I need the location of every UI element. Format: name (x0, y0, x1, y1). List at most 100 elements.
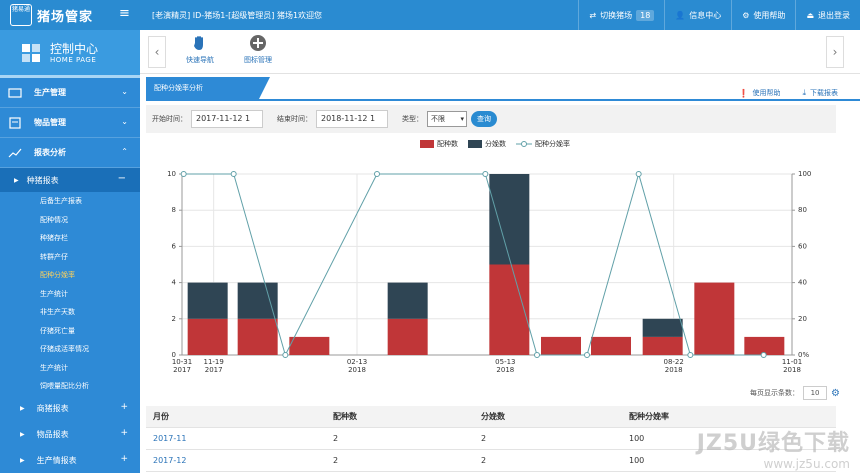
sidebar-sub-label: 生产情报表 (36, 456, 77, 465)
report-icon (8, 148, 22, 157)
watermark: JZ5U绿色下载 www.jz5u.com (697, 425, 850, 471)
sidebar-sub-label: 种猪报表 (26, 175, 59, 185)
caret-right-icon: ▶ (14, 176, 19, 184)
bar-breed (237, 318, 278, 355)
farm-count-badge: 18 (636, 9, 655, 21)
bar-breed (591, 336, 631, 355)
x-tick-label: 02-13 (347, 358, 367, 366)
column-header-rate[interactable]: 配种分娩率 (629, 412, 669, 421)
watermark-title: JZ5U绿色下载 (696, 431, 850, 456)
y-right-tick-label: 80 (798, 206, 807, 214)
gear-icon[interactable]: ⚙ (831, 387, 840, 399)
y-left-tick-label: 0 (172, 351, 176, 359)
x-tick-label: 05-13 (495, 358, 515, 366)
bar-breed (387, 318, 428, 355)
sidebar-item-label: 物品管理 (34, 118, 66, 127)
scroll-right-button[interactable]: › (826, 36, 844, 68)
sidebar-leaf-active[interactable]: 配种分娩率 (40, 271, 75, 279)
logout-button[interactable]: ⏏ 退出登录 (795, 0, 860, 30)
rate-line (183, 172, 764, 357)
column-header-breed[interactable]: 配种数 (333, 412, 357, 421)
page-size-select[interactable]: 10 (803, 386, 828, 400)
logout-label: 退出登录 (818, 10, 850, 20)
rate-point (687, 352, 694, 358)
sidebar-leaf[interactable]: 种猪存栏 (40, 234, 68, 242)
type-select[interactable]: 不限 (427, 111, 467, 127)
legend-breed[interactable]: 配种数 (420, 139, 458, 149)
table-cell: 100 (629, 456, 645, 465)
help-button[interactable]: ⚙ 使用帮助 (731, 0, 795, 30)
sidebar-leaf[interactable]: 转群产仔 (40, 252, 68, 261)
table-cell-month-link[interactable]: 2017-12 (153, 456, 187, 465)
info-center-label: 信息中心 (689, 10, 722, 20)
sidebar-sub-production-reports[interactable]: ▶ 生产情报表 + (0, 448, 140, 474)
help-icon: ⚙ (742, 10, 750, 20)
sidebar-leaf[interactable]: 后备生产报表 (40, 197, 82, 205)
icon-manage-button[interactable]: 图标管理 (234, 34, 282, 65)
table-cell: 2 (481, 434, 487, 443)
column-header-month[interactable]: 月份 (153, 412, 169, 421)
sidebar-sub-label: 商猪报表 (36, 404, 69, 413)
sidebar-leaf[interactable]: 生产统计 (40, 289, 68, 298)
legend-rate[interactable]: 配种分娩率 (516, 139, 570, 149)
menu-toggle-icon[interactable]: ≡ (119, 6, 130, 21)
top-nav: ⇄ 切换猪场 18 👤 信息中心 ⚙ 使用帮助 ⏏ 退出登录 (578, 0, 860, 30)
download-link[interactable]: ⤓ 下载报表 (802, 88, 838, 98)
sidebar-leaf[interactable]: 配种情况 (40, 215, 68, 224)
rate-point (374, 171, 380, 177)
start-date-input[interactable]: 2017-11-12 1 (191, 110, 263, 128)
chevron-up-icon: ⌃ (121, 147, 128, 156)
rate-point (282, 352, 289, 358)
goods-icon (9, 116, 21, 129)
legend-swatch (468, 140, 482, 148)
sidebar-leaf[interactable]: 生产统计 (40, 363, 68, 372)
expand-icon: + (120, 427, 128, 438)
table-cell: 2 (333, 434, 339, 443)
sidebar-sub-commercial-reports[interactable]: ▶ 商猪报表 + (0, 396, 140, 422)
tab-breeding-farrowing-rate[interactable]: 配种分娩率分析 (146, 77, 258, 101)
watermark-url: www.jz5u.com (763, 457, 850, 471)
search-button[interactable]: 查询 (471, 111, 497, 127)
info-center-button[interactable]: 👤 信息中心 (664, 0, 731, 30)
legend-farrow[interactable]: 分娩数 (468, 139, 506, 149)
sidebar-item-production[interactable]: 生产管理 ⌄ (0, 78, 140, 108)
y-right-tick-label: 20 (798, 315, 807, 323)
end-date-input[interactable]: 2018-11-12 1 (316, 110, 388, 128)
x-tick-label: 11-01 (782, 358, 802, 366)
bar-breed (642, 336, 683, 355)
quick-nav-button[interactable]: 快速导航 (176, 34, 224, 65)
bar-breed (187, 318, 228, 355)
switch-farm-button[interactable]: ⇄ 切换猪场 18 (578, 0, 664, 30)
y-left-tick-label: 4 (172, 279, 177, 287)
column-header-farrow[interactable]: 分娩数 (481, 412, 505, 421)
x-tick-label: 2018 (496, 366, 514, 374)
sidebar-sub-goods-reports[interactable]: ▶ 物品报表 + (0, 422, 140, 448)
expand-icon: + (120, 401, 128, 412)
sidebar-item-reports[interactable]: 报表分析 ⌃ (0, 138, 140, 168)
scroll-left-button[interactable]: ‹ (148, 36, 166, 68)
sidebar-leaf[interactable]: 仔猪成活率情况 (40, 345, 89, 353)
sidebar-leaf[interactable]: 饲喂量配比分析 (40, 382, 89, 390)
page-links: ❗ 使用帮助 ⤓ 下载报表 (738, 88, 838, 98)
rate-point (230, 171, 237, 177)
help-link[interactable]: ❗ 使用帮助 (738, 88, 780, 98)
sidebar-item-goods[interactable]: 物品管理 ⌄ (0, 108, 140, 138)
y-right-tick-label: 0% (798, 351, 809, 359)
table-cell-month-link[interactable]: 2017-11 (153, 434, 187, 443)
sidebar-sub-breeding-reports[interactable]: ▶ 种猪报表 − (0, 168, 140, 192)
switch-icon: ⇄ (589, 10, 597, 20)
rate-point (584, 352, 590, 358)
y-right-tick-label: 40 (798, 279, 807, 287)
chart-legend: 配种数 分娩数 配种分娩率 (420, 139, 570, 149)
sidebar-leaf[interactable]: 非生产天数 (40, 308, 75, 316)
sidebar-item-label: 生产管理 (34, 88, 66, 97)
x-tick-label: 08-22 (663, 358, 683, 366)
bar-farrow (489, 174, 530, 265)
sidebar-leaf[interactable]: 仔猪死亡量 (40, 326, 75, 335)
page-size-label: 每页显示条数： (750, 389, 800, 397)
hand-icon (194, 36, 203, 50)
tab-tip (258, 77, 270, 101)
plus-circle-icon (250, 35, 266, 51)
home-link[interactable]: 控制中心 HOME PAGE (0, 30, 140, 78)
rate-point (635, 171, 642, 177)
